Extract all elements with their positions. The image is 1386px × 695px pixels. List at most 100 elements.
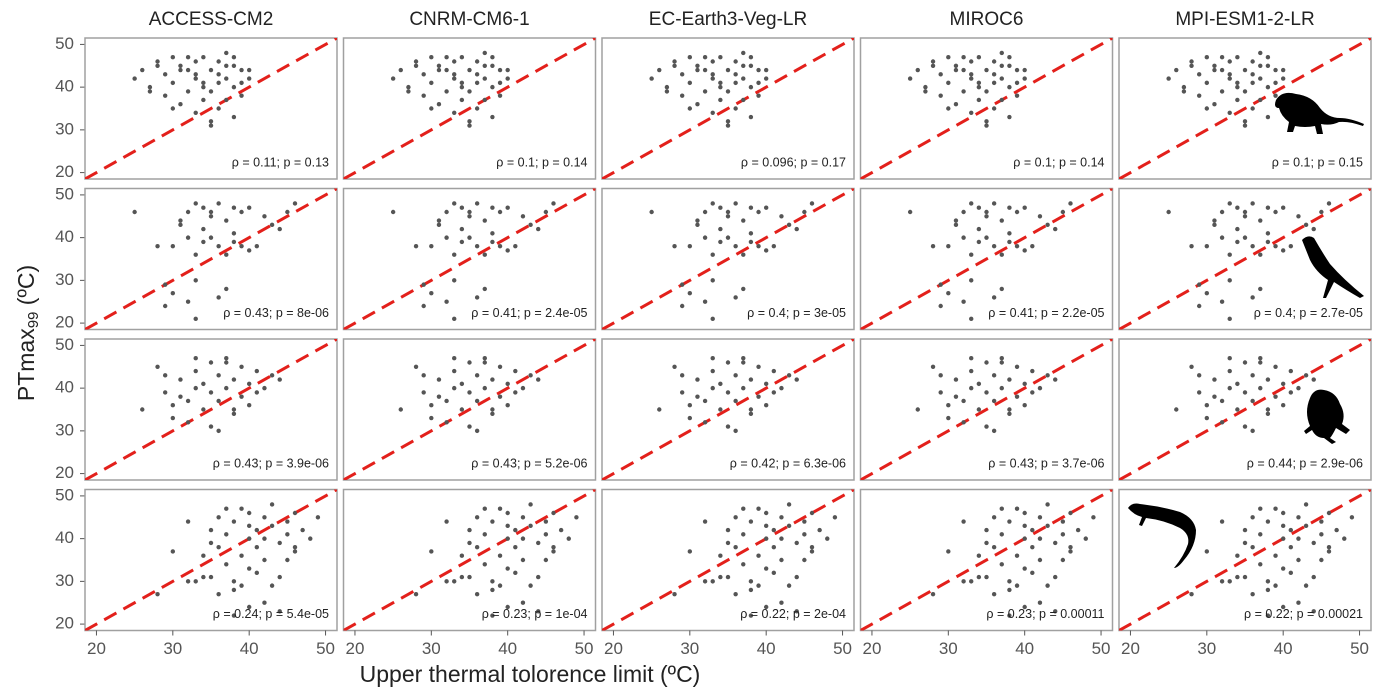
- point: [208, 574, 214, 580]
- point: [748, 239, 754, 245]
- point: [907, 76, 913, 81]
- point: [467, 214, 472, 219]
- point: [961, 519, 966, 524]
- point: [452, 385, 457, 391]
- point: [1296, 600, 1301, 605]
- panel: ρ = 0.22; p = 2e-04: [601, 488, 855, 632]
- point: [1037, 600, 1043, 605]
- point: [1296, 536, 1301, 541]
- point: [710, 579, 715, 584]
- point: [1181, 89, 1187, 94]
- point: [1060, 532, 1066, 537]
- point: [1235, 55, 1240, 60]
- point: [1068, 549, 1073, 554]
- point: [216, 398, 221, 404]
- point: [999, 356, 1004, 361]
- point: [1022, 205, 1027, 210]
- point: [741, 76, 746, 81]
- point: [991, 80, 997, 86]
- point: [452, 368, 457, 374]
- mammal-icon: [1275, 92, 1364, 134]
- point: [1030, 368, 1035, 374]
- point: [930, 364, 936, 369]
- point: [224, 63, 229, 68]
- point: [224, 50, 229, 56]
- point: [429, 290, 434, 296]
- point: [277, 377, 282, 382]
- point: [733, 80, 738, 86]
- point: [786, 523, 792, 529]
- point: [216, 515, 221, 520]
- point: [725, 67, 731, 73]
- point: [208, 67, 214, 73]
- point: [725, 235, 731, 240]
- point: [246, 566, 252, 571]
- point: [398, 407, 403, 412]
- point: [763, 381, 769, 387]
- point: [520, 600, 526, 605]
- point: [1258, 532, 1263, 537]
- point: [269, 583, 275, 588]
- point: [999, 252, 1004, 257]
- point: [513, 570, 518, 576]
- point: [718, 55, 723, 60]
- point: [193, 579, 198, 584]
- point: [459, 55, 465, 60]
- y-tick-label: 30: [55, 119, 74, 138]
- point: [679, 373, 685, 378]
- point: [185, 67, 191, 73]
- point: [1242, 424, 1248, 429]
- point: [201, 226, 206, 232]
- point: [185, 89, 191, 94]
- point: [1273, 67, 1278, 73]
- point: [961, 420, 966, 425]
- point: [984, 390, 989, 395]
- point: [969, 385, 974, 391]
- point: [741, 218, 746, 223]
- point: [1227, 385, 1232, 391]
- point: [482, 562, 487, 567]
- point: [748, 205, 754, 210]
- point: [969, 356, 974, 361]
- point: [1053, 609, 1058, 614]
- point: [763, 604, 769, 610]
- point: [1022, 604, 1027, 610]
- point: [459, 205, 465, 210]
- point: [1242, 123, 1248, 128]
- point: [991, 201, 997, 206]
- point: [208, 214, 214, 219]
- point: [140, 407, 145, 412]
- y-axis-label-sub: 99: [25, 312, 42, 329]
- point: [679, 282, 685, 287]
- point: [710, 252, 715, 257]
- point: [1242, 574, 1248, 580]
- point: [802, 532, 807, 537]
- point: [1166, 209, 1171, 215]
- y-axis-label-unit: (ºC): [13, 265, 39, 312]
- x-axis-label: Upper thermal tolorence limit (ºC): [360, 661, 701, 687]
- point: [482, 506, 487, 511]
- point: [1219, 67, 1225, 73]
- point: [421, 93, 426, 98]
- panel: ρ = 0.4; p = 3e-05: [601, 187, 855, 331]
- point: [1007, 377, 1012, 382]
- point: [201, 574, 206, 580]
- point: [185, 299, 191, 304]
- panel: ρ = 0.1; p = 0.15: [1118, 37, 1372, 180]
- point: [467, 123, 472, 128]
- point: [763, 76, 769, 81]
- point: [976, 205, 982, 210]
- point: [1235, 381, 1240, 387]
- point: [1014, 209, 1020, 215]
- y-tick-label: 30: [55, 571, 74, 590]
- point: [763, 205, 769, 210]
- correlation-annotation: ρ = 0.4; p = 3e-05: [747, 306, 846, 320]
- point: [239, 506, 244, 511]
- point: [999, 385, 1004, 391]
- point: [1288, 368, 1294, 374]
- point: [1227, 252, 1232, 257]
- point: [984, 527, 989, 533]
- point: [1242, 67, 1248, 73]
- point: [1265, 55, 1271, 60]
- point: [984, 214, 989, 219]
